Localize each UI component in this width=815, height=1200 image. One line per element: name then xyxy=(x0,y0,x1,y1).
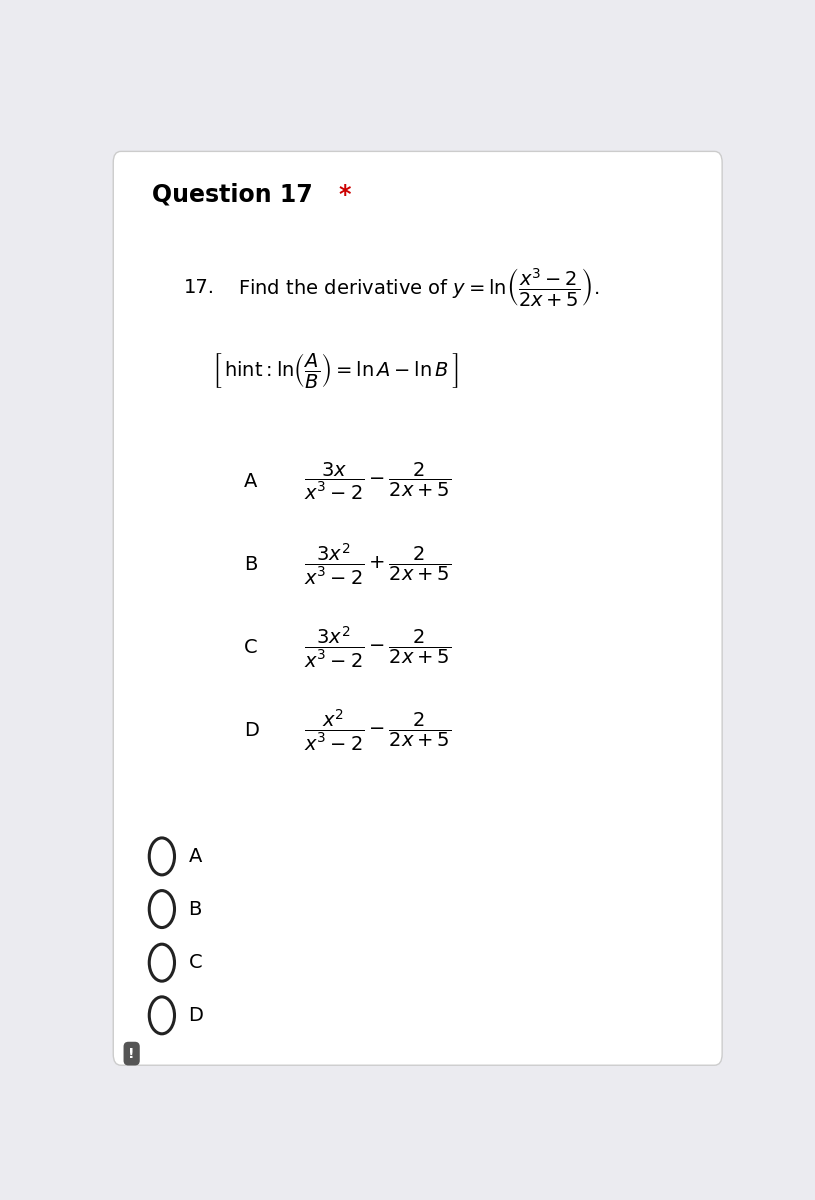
Text: 17.: 17. xyxy=(184,277,215,296)
Text: A: A xyxy=(188,847,202,866)
Text: Find the derivative of $y = \ln\!\left(\dfrac{x^3-2}{2x+5}\right).$: Find the derivative of $y = \ln\!\left(\… xyxy=(238,266,599,308)
FancyBboxPatch shape xyxy=(113,151,722,1066)
Text: D: D xyxy=(188,1006,203,1025)
Text: $\dfrac{3x}{x^3-2} - \dfrac{2}{2x+5}$: $\dfrac{3x}{x^3-2} - \dfrac{2}{2x+5}$ xyxy=(304,461,452,502)
Text: $\left[\,\mathrm{hint} : \ln\!\left(\dfrac{A}{B}\right) = \ln A - \ln B\,\right]: $\left[\,\mathrm{hint} : \ln\!\left(\dfr… xyxy=(213,350,459,390)
Text: B: B xyxy=(188,900,202,918)
Text: C: C xyxy=(244,638,258,658)
Text: Question 17: Question 17 xyxy=(152,182,321,206)
Text: B: B xyxy=(244,554,258,574)
Text: $\dfrac{3x^2}{x^3-2} + \dfrac{2}{2x+5}$: $\dfrac{3x^2}{x^3-2} + \dfrac{2}{2x+5}$ xyxy=(304,541,452,587)
Text: A: A xyxy=(244,472,258,491)
Text: C: C xyxy=(188,953,202,972)
Text: $\dfrac{3x^2}{x^3-2} - \dfrac{2}{2x+5}$: $\dfrac{3x^2}{x^3-2} - \dfrac{2}{2x+5}$ xyxy=(304,625,452,671)
Text: *: * xyxy=(339,182,351,206)
Text: D: D xyxy=(244,721,259,740)
Text: $\dfrac{x^2}{x^3-2} - \dfrac{2}{2x+5}$: $\dfrac{x^2}{x^3-2} - \dfrac{2}{2x+5}$ xyxy=(304,708,452,754)
Text: !: ! xyxy=(129,1046,135,1061)
